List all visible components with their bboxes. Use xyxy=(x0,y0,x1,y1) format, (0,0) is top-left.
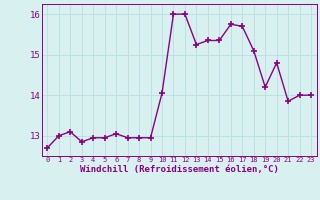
X-axis label: Windchill (Refroidissement éolien,°C): Windchill (Refroidissement éolien,°C) xyxy=(80,165,279,174)
